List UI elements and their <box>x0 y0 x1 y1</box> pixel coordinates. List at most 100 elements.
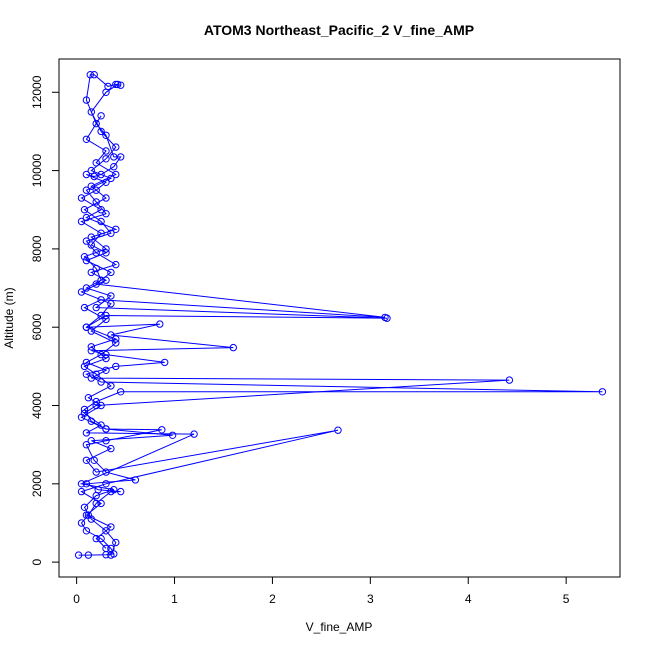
data-point <box>77 413 86 421</box>
data-point <box>80 503 89 511</box>
series-line <box>80 115 339 549</box>
y-axis: 0 2000 4000 6000 8000 10000 12000 <box>30 75 60 565</box>
data-point <box>110 153 118 161</box>
data-point <box>102 425 110 433</box>
series-3 <box>77 112 342 553</box>
data-point <box>77 487 86 496</box>
data-point <box>102 437 110 445</box>
data-point <box>102 88 110 97</box>
data-point <box>92 119 100 128</box>
data-point <box>82 170 91 179</box>
data-point <box>102 311 110 320</box>
data-point <box>381 313 389 322</box>
data-point <box>82 370 91 378</box>
x-tick-label: 5 <box>563 592 570 606</box>
data-point <box>87 241 96 249</box>
data-point <box>102 194 110 202</box>
data-point <box>97 401 105 410</box>
data-point <box>82 429 91 437</box>
data-point <box>77 194 86 202</box>
data-point <box>229 343 238 352</box>
data-point <box>97 112 105 120</box>
data-point <box>161 358 169 367</box>
data-point <box>82 527 91 535</box>
data-point <box>82 186 91 194</box>
data-point <box>598 388 607 396</box>
data-point <box>102 245 110 253</box>
data-point <box>102 155 110 163</box>
data-point <box>107 331 115 339</box>
series-2 <box>77 80 514 559</box>
y-tick-label: 10000 <box>30 154 44 188</box>
data-point <box>82 135 91 144</box>
data-point <box>97 311 105 320</box>
data-point <box>97 296 105 304</box>
data-point <box>112 538 120 547</box>
data-point <box>112 339 120 347</box>
data-point <box>87 343 96 351</box>
data-point <box>87 347 96 355</box>
data-point <box>87 108 96 116</box>
data-point <box>90 172 98 181</box>
x-tick-label: 2 <box>269 592 276 606</box>
x-tick-label: 1 <box>171 592 178 606</box>
data-point <box>86 71 95 79</box>
data-point <box>97 217 105 226</box>
data-point <box>82 323 91 331</box>
data-point <box>87 182 96 190</box>
y-tick-label: 12000 <box>30 75 44 109</box>
data-point <box>90 71 98 79</box>
data-point <box>92 280 100 288</box>
data-point <box>80 206 89 214</box>
data-point <box>107 229 115 237</box>
data-point <box>97 378 105 386</box>
data-point <box>74 551 83 559</box>
data-point <box>92 186 100 194</box>
data-point <box>107 444 115 453</box>
data-point <box>102 527 110 535</box>
data-point <box>82 256 91 265</box>
data-point <box>80 303 89 312</box>
data-point <box>92 370 100 378</box>
data-point <box>92 159 100 167</box>
data-point <box>87 327 96 335</box>
data-point <box>334 426 342 434</box>
data-point <box>97 350 105 359</box>
data-point <box>77 519 86 527</box>
data-point <box>97 499 105 508</box>
series-layer <box>74 71 607 559</box>
data-point <box>107 523 115 531</box>
data-point <box>102 366 110 374</box>
data-point <box>112 225 120 234</box>
data-point <box>102 544 110 553</box>
data-point <box>87 437 96 445</box>
x-tick-label: 0 <box>73 592 80 606</box>
chart-title: ATOM3 Northeast_Pacific_2 V_fine_AMP <box>204 22 474 38</box>
data-point <box>110 486 118 494</box>
data-point <box>80 253 89 261</box>
x-axis: 0 1 2 3 4 5 <box>73 576 570 606</box>
data-point <box>84 551 93 559</box>
series-line <box>79 83 510 556</box>
data-point <box>87 166 96 175</box>
y-axis-label: Altitude (m) <box>2 287 16 348</box>
data-point <box>102 147 110 155</box>
data-point <box>92 397 100 406</box>
data-point <box>92 468 100 476</box>
data-point <box>102 350 110 359</box>
data-point <box>102 131 110 140</box>
data-point <box>117 81 125 89</box>
y-tick-label: 4000 <box>30 392 44 419</box>
data-point <box>82 213 91 222</box>
data-point <box>97 534 105 543</box>
data-point <box>102 276 110 284</box>
data-point <box>156 320 164 328</box>
data-point <box>102 249 110 257</box>
data-point <box>107 300 115 308</box>
data-point <box>97 276 105 284</box>
data-point <box>97 127 105 136</box>
data-point <box>80 362 89 371</box>
data-point <box>92 491 100 500</box>
data-point <box>102 354 110 363</box>
